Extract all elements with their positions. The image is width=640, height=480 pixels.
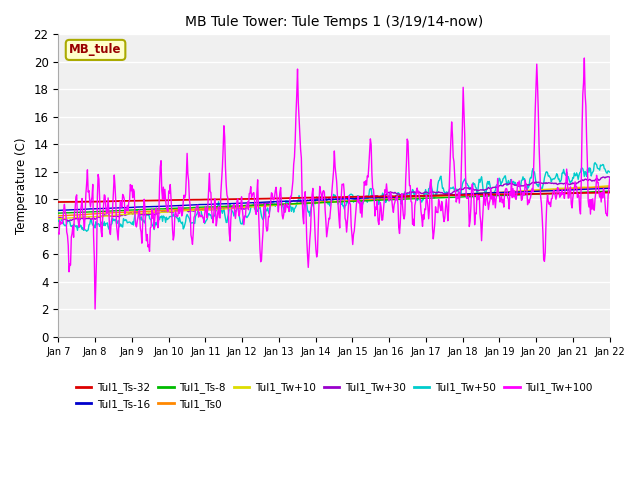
Title: MB Tule Tower: Tule Temps 1 (3/19/14-now): MB Tule Tower: Tule Temps 1 (3/19/14-now… bbox=[185, 15, 483, 29]
Legend: Tul1_Ts-32, Tul1_Ts-16, Tul1_Ts-8, Tul1_Ts0, Tul1_Tw+10, Tul1_Tw+30, Tul1_Tw+50,: Tul1_Ts-32, Tul1_Ts-16, Tul1_Ts-8, Tul1_… bbox=[72, 378, 596, 414]
Text: MB_tule: MB_tule bbox=[69, 43, 122, 57]
Y-axis label: Temperature (C): Temperature (C) bbox=[15, 137, 28, 234]
